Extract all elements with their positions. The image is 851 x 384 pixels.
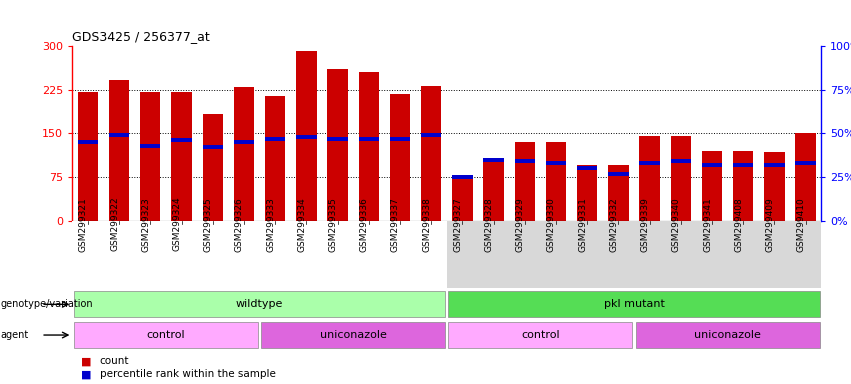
Bar	[608, 172, 629, 175]
Bar	[671, 136, 691, 221]
Text: GSM299321: GSM299321	[79, 197, 88, 252]
Text: count: count	[100, 356, 129, 366]
Bar	[764, 163, 785, 167]
Bar	[483, 157, 504, 162]
Bar	[296, 51, 317, 221]
Text: uniconazole: uniconazole	[694, 330, 761, 340]
Bar	[390, 94, 410, 221]
Text: GSM299322: GSM299322	[110, 197, 119, 252]
Bar	[796, 161, 816, 165]
Bar	[265, 137, 285, 141]
Text: GSM299326: GSM299326	[235, 197, 244, 252]
Bar	[702, 151, 722, 221]
Text: agent: agent	[1, 330, 29, 340]
Bar	[74, 291, 445, 317]
Text: control: control	[521, 330, 560, 340]
Text: genotype/variation: genotype/variation	[1, 299, 94, 310]
Text: uniconazole: uniconazole	[320, 330, 386, 340]
Text: GSM299409: GSM299409	[765, 197, 774, 252]
Text: GSM299323: GSM299323	[141, 197, 151, 252]
Bar	[171, 91, 191, 221]
Text: percentile rank within the sample: percentile rank within the sample	[100, 369, 276, 379]
Bar	[234, 87, 254, 221]
Bar	[448, 291, 820, 317]
Bar	[109, 133, 129, 137]
Bar	[671, 159, 691, 164]
Bar	[265, 96, 285, 221]
Text: GSM299328: GSM299328	[484, 197, 494, 252]
Bar	[733, 151, 753, 221]
Bar	[452, 175, 472, 179]
Text: GSM299325: GSM299325	[203, 197, 213, 252]
Text: GSM299338: GSM299338	[422, 197, 431, 252]
Bar	[764, 152, 785, 221]
Bar	[483, 158, 504, 221]
Text: ■: ■	[81, 369, 91, 379]
Bar	[328, 137, 348, 141]
Bar	[515, 142, 535, 221]
Bar	[545, 142, 566, 221]
Text: GSM299337: GSM299337	[391, 197, 400, 252]
Bar	[577, 166, 597, 170]
Text: GSM299408: GSM299408	[734, 197, 743, 252]
Bar	[577, 166, 597, 221]
Text: GSM299341: GSM299341	[703, 197, 712, 252]
Text: GSM299329: GSM299329	[516, 197, 525, 252]
Bar	[140, 144, 161, 148]
Bar	[702, 163, 722, 167]
Bar	[639, 136, 660, 221]
Text: GSM299410: GSM299410	[797, 197, 806, 252]
Text: pkl mutant: pkl mutant	[603, 299, 665, 310]
Bar	[636, 322, 820, 348]
Bar	[74, 322, 258, 348]
Bar	[72, 221, 447, 288]
Bar	[639, 161, 660, 165]
Bar	[328, 70, 348, 221]
Bar	[448, 322, 632, 348]
Bar	[421, 133, 442, 137]
Text: GSM299327: GSM299327	[454, 197, 462, 252]
Bar	[77, 91, 98, 221]
Text: GSM299340: GSM299340	[671, 197, 681, 252]
Bar	[545, 161, 566, 165]
Bar	[515, 159, 535, 164]
Text: wildtype: wildtype	[236, 299, 283, 310]
Text: GSM299334: GSM299334	[297, 197, 306, 252]
Bar	[261, 322, 445, 348]
Bar	[796, 134, 816, 221]
Bar	[358, 72, 379, 221]
Bar	[421, 86, 442, 221]
Text: GSM299324: GSM299324	[173, 197, 181, 252]
Text: GSM299331: GSM299331	[578, 197, 587, 252]
Bar	[171, 138, 191, 142]
Bar	[358, 137, 379, 141]
Bar	[447, 221, 821, 288]
Bar	[390, 137, 410, 141]
Text: GSM299335: GSM299335	[328, 197, 338, 252]
Bar	[234, 140, 254, 144]
Text: ■: ■	[81, 356, 91, 366]
Text: GSM299339: GSM299339	[641, 197, 649, 252]
Bar	[452, 176, 472, 221]
Bar	[77, 140, 98, 144]
Text: GSM299333: GSM299333	[266, 197, 275, 252]
Text: GSM299332: GSM299332	[609, 197, 619, 252]
Bar	[733, 163, 753, 167]
Bar	[140, 92, 161, 221]
Text: GSM299330: GSM299330	[547, 197, 556, 252]
Bar	[296, 135, 317, 139]
Text: GDS3425 / 256377_at: GDS3425 / 256377_at	[72, 30, 210, 43]
Bar	[203, 146, 223, 149]
Bar	[203, 114, 223, 221]
Bar	[109, 80, 129, 221]
Bar	[608, 165, 629, 221]
Text: GSM299336: GSM299336	[360, 197, 368, 252]
Text: control: control	[146, 330, 186, 340]
